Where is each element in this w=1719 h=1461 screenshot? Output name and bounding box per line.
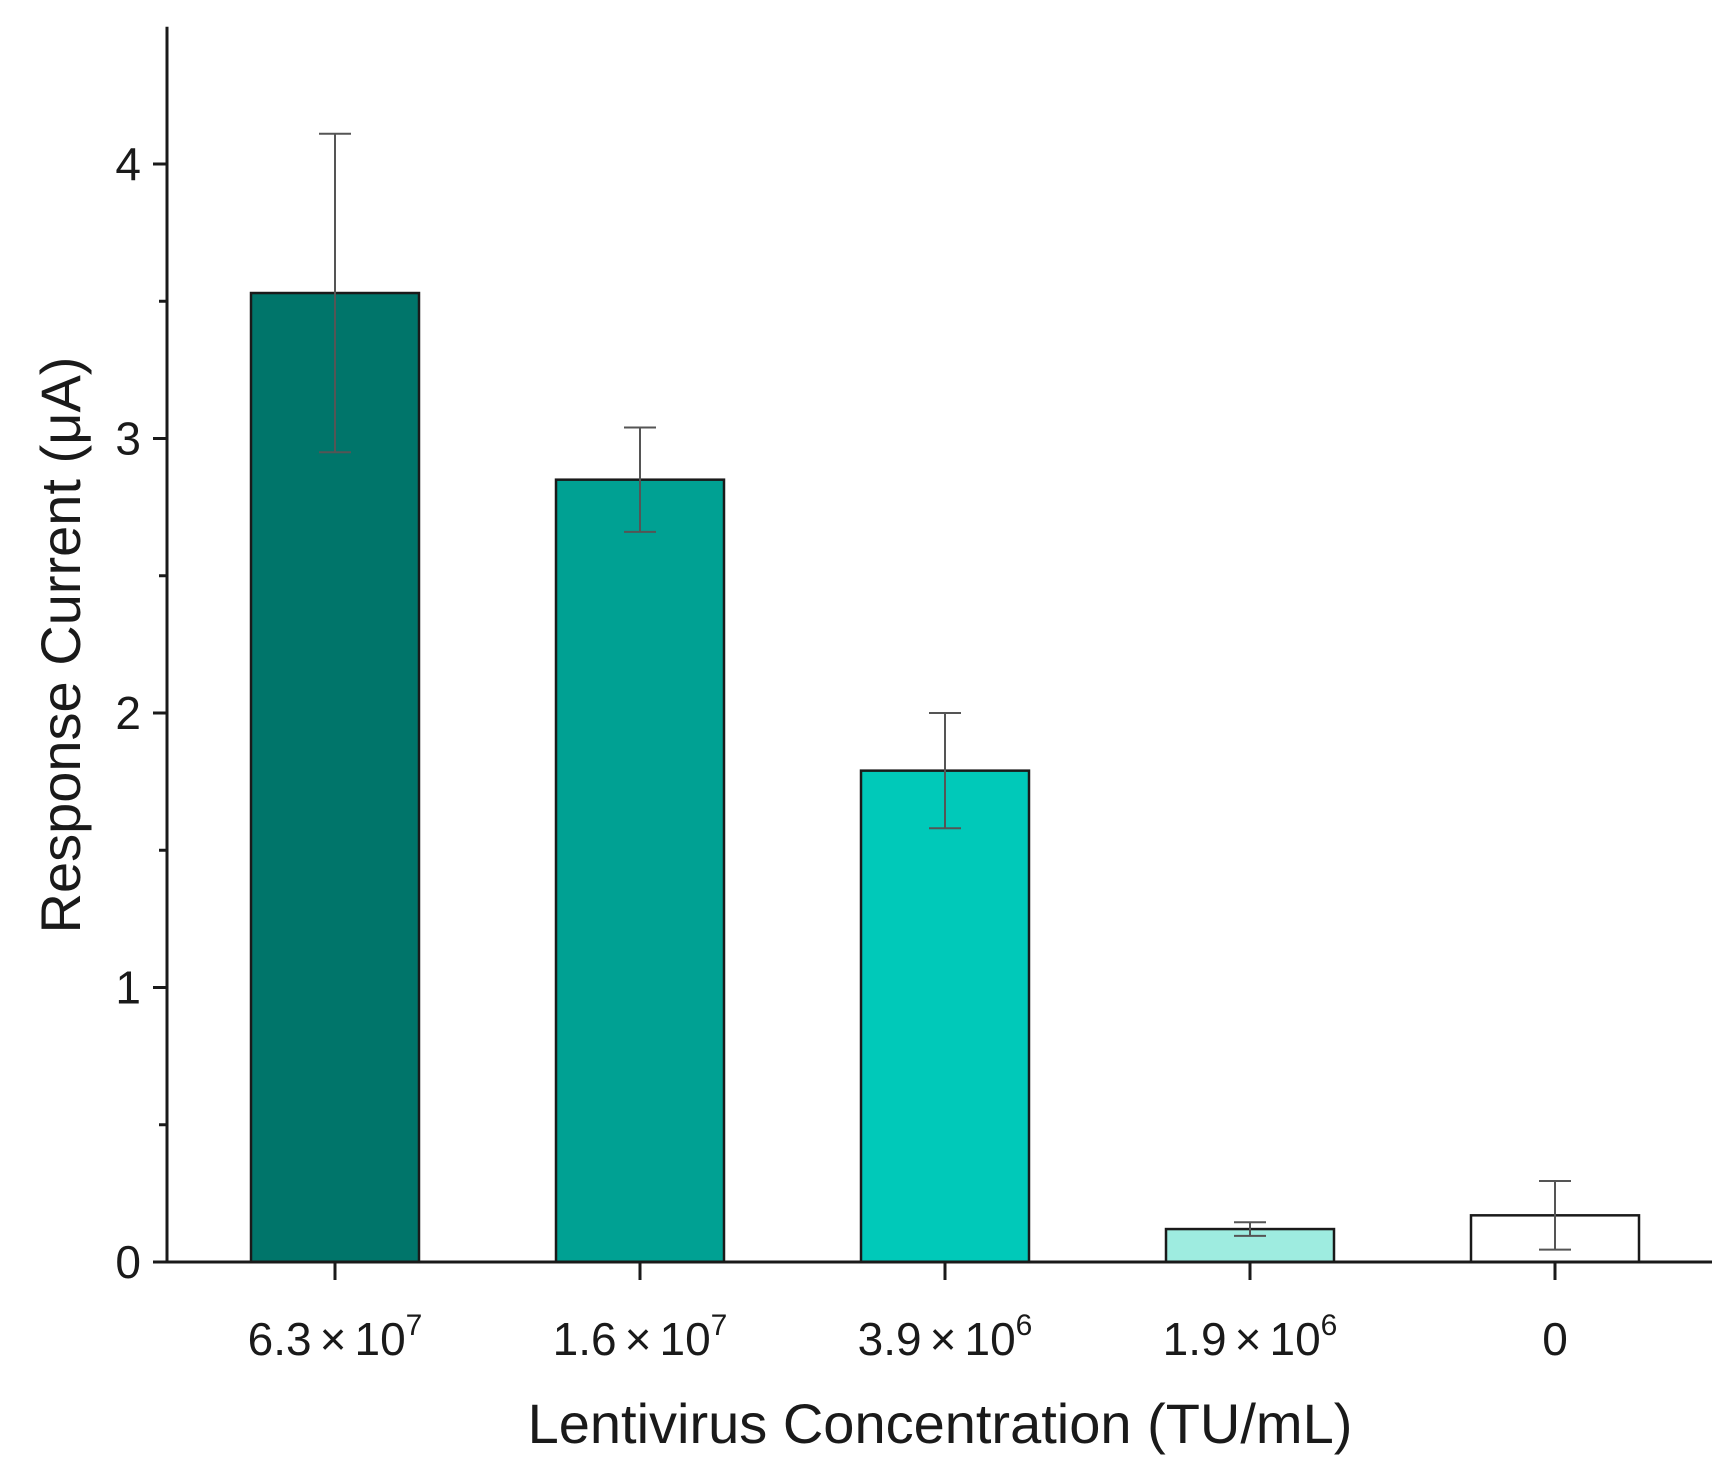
x-tick-label: 3.9 × 106 bbox=[858, 1309, 1033, 1365]
y-tick-label: 3 bbox=[115, 413, 141, 465]
y-tick-label: 0 bbox=[115, 1236, 141, 1288]
x-tick-label-base: 6.3 bbox=[248, 1313, 312, 1365]
error-bar bbox=[624, 426, 656, 533]
error-bar bbox=[1539, 1180, 1571, 1251]
y-tick-label: 2 bbox=[115, 687, 141, 739]
x-tick-label-times: × bbox=[320, 1313, 347, 1365]
bar bbox=[1164, 1227, 1336, 1264]
x-tick-label-times: × bbox=[625, 1313, 652, 1365]
x-tick-label-exp: 6 bbox=[1016, 1309, 1033, 1342]
x-axis-ticks: 6.3 × 107 1.6 × 107 3.9 × 106 1.9 × 106 0 bbox=[248, 1262, 1568, 1365]
x-tick-label-exp: 7 bbox=[406, 1309, 423, 1342]
x-tick-label-mant: 10 bbox=[964, 1313, 1015, 1365]
y-tick-label: 1 bbox=[115, 962, 141, 1014]
bar bbox=[859, 769, 1031, 1264]
bar bbox=[554, 478, 726, 1264]
x-tick-label-mant: 10 bbox=[354, 1313, 405, 1365]
x-tick-label-times: × bbox=[1235, 1313, 1262, 1365]
x-tick-label-base: 1.6 bbox=[553, 1313, 617, 1365]
x-tick-label-base: 3.9 bbox=[858, 1313, 922, 1365]
bar bbox=[249, 291, 421, 1264]
x-tick-label: 1.6 × 107 bbox=[553, 1309, 728, 1365]
x-tick-label-base: 0 bbox=[1542, 1313, 1568, 1365]
y-axis-title: Response Current (μA) bbox=[29, 357, 92, 934]
x-tick-label-base: 1.9 bbox=[1163, 1313, 1227, 1365]
x-tick-label: 1.9 × 106 bbox=[1163, 1309, 1338, 1365]
error-bar bbox=[319, 132, 351, 454]
x-tick-label: 6.3 × 107 bbox=[248, 1309, 423, 1365]
error-bar bbox=[929, 712, 961, 830]
x-tick-label-mant: 10 bbox=[1269, 1313, 1320, 1365]
error-bars bbox=[319, 132, 1571, 1251]
x-tick-label-exp: 7 bbox=[711, 1309, 728, 1342]
x-tick-label-exp: 6 bbox=[1321, 1309, 1338, 1342]
x-tick-label-mant: 10 bbox=[659, 1313, 710, 1365]
y-tick-label: 4 bbox=[115, 138, 141, 190]
error-bar bbox=[1234, 1221, 1266, 1237]
x-axis-title: Lentivirus Concentration (TU/mL) bbox=[528, 1392, 1353, 1455]
y-axis-ticks: 0 1 2 3 4 bbox=[115, 138, 167, 1288]
x-tick-label-times: × bbox=[930, 1313, 957, 1365]
x-tick-label: 0 bbox=[1542, 1313, 1568, 1365]
